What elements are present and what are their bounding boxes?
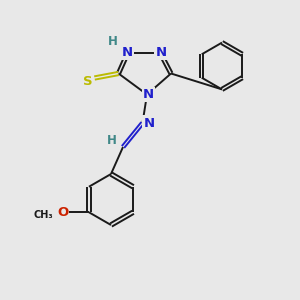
Text: N: N: [143, 116, 155, 130]
Text: O: O: [57, 206, 68, 219]
Text: N: N: [155, 46, 167, 59]
Text: CH₃: CH₃: [34, 210, 53, 220]
Text: H: H: [108, 35, 118, 49]
Text: N: N: [121, 46, 133, 59]
Text: N: N: [143, 88, 154, 101]
Text: S: S: [83, 75, 93, 88]
Text: H: H: [107, 134, 116, 147]
